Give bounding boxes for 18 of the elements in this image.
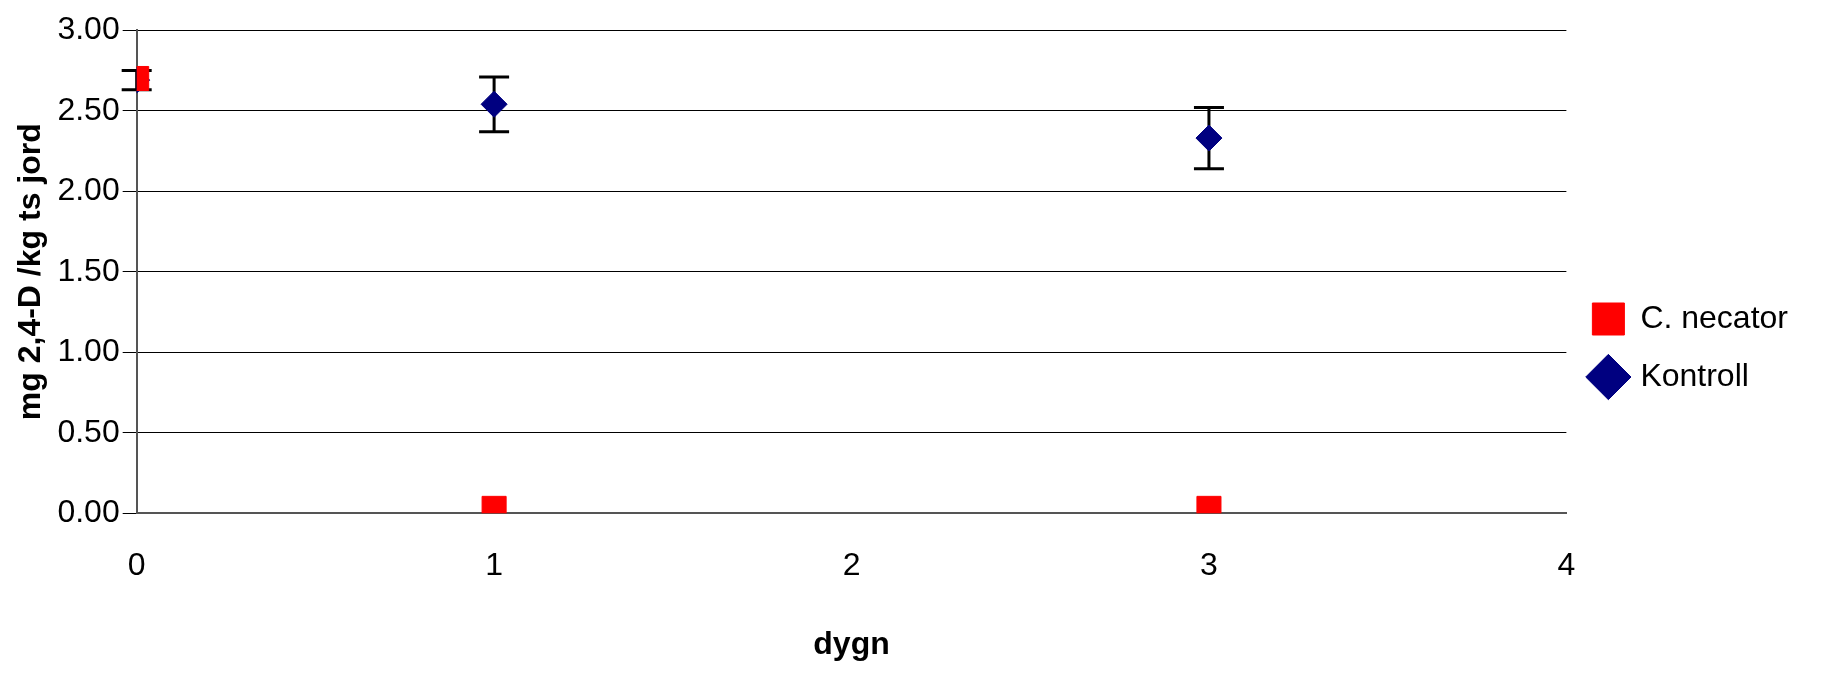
y-tick-label: 2.50 (57, 90, 120, 127)
y-axis-title: mg 2,4-D /kg ts jord (11, 123, 48, 421)
y-tick-label: 0.50 (57, 412, 120, 449)
x-tick-label: 2 (842, 546, 861, 583)
y-tick-label: 3.00 (57, 10, 120, 47)
y-tick-label: 0.00 (57, 493, 120, 530)
x-tick-label: 1 (485, 546, 503, 583)
x-tick-label: 0 (127, 546, 146, 583)
legend-label: C. necator (1640, 298, 1789, 335)
point (480, 90, 508, 118)
y-tick-label: 1.50 (57, 251, 120, 288)
x-tick-label: 3 (1200, 546, 1218, 583)
x-tick-label: 4 (1557, 546, 1576, 583)
legend-label: Kontroll (1640, 356, 1749, 393)
x-axis-title: dygn (813, 624, 890, 661)
y-tick-label: 1.00 (57, 332, 120, 369)
y-tick-label: 2.00 (57, 171, 120, 208)
point (1195, 124, 1223, 152)
